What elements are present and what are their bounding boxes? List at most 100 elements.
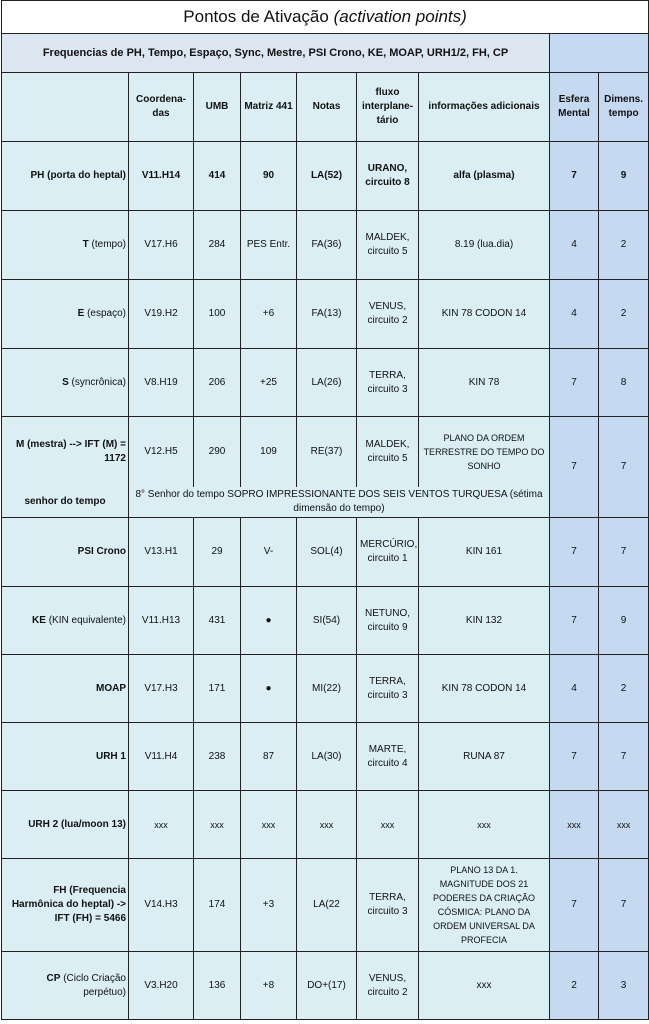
cell-dim: 2 [597, 279, 649, 349]
column-header: Matriz 441 [240, 72, 297, 142]
cell-matriz: 109 [240, 416, 297, 487]
cell-umb: 29 [193, 517, 241, 587]
cell-coord: xxx [128, 790, 194, 859]
cell-fluxo: MALDEK, circuito 5 [356, 416, 419, 487]
cell-dim: 7 [597, 517, 649, 587]
table-row: FH (Frequencia Harmônica do heptal) -> I… [1, 858, 649, 952]
table-row: T (tempo) V17.H6 284 PES Entr. FA(36) MALDEK,… [1, 210, 649, 280]
cell-esfera: 4 [549, 654, 599, 723]
cell-matriz: 90 [240, 141, 297, 211]
cell-coord: V17.H3 [128, 654, 194, 723]
column-header: UMB [193, 72, 241, 142]
cell-info: 8.19 (lua.dia) [418, 210, 550, 280]
cell-notas: FA(13) [296, 279, 357, 349]
cell-matriz: xxx [240, 790, 297, 859]
senhor-label: senhor do tempo [1, 486, 129, 518]
cell-matriz: V- [240, 517, 297, 587]
table-row: S (syncrônica) V8.H19 206 +25 LA(26) TERRA, c… [1, 348, 649, 417]
cell-umb: 414 [193, 141, 241, 211]
row-label: M (mestra) --> IFT (M) = 1172 [1, 416, 129, 487]
cell-fluxo: VENUS, circuito 2 [356, 279, 419, 349]
cell-fluxo: xxx [356, 790, 419, 859]
cell-notas: RE(37) [296, 416, 357, 487]
cell-coord: V13.H1 [128, 517, 194, 587]
cell-umb: 238 [193, 722, 241, 791]
cell-umb: 136 [193, 951, 241, 1020]
cell-coord: V19.H2 [128, 279, 194, 349]
cell-dim: 8 [597, 348, 649, 417]
table-row: PH (porta do heptal) V11.H14 414 90 LA(52) UR… [1, 141, 649, 211]
row-label: FH (Frequencia Harmônica do heptal) -> I… [1, 858, 129, 952]
cell-notas: FA(36) [296, 210, 357, 280]
column-header: informações adicionais [418, 72, 550, 142]
cell-notas: xxx [296, 790, 357, 859]
cell-notas: DO+(17) [296, 951, 357, 1020]
cell-coord: V3.H20 [128, 951, 194, 1020]
table-row: KE (KIN equivalente) V11.H13 431 ● SI(54) NET… [1, 586, 649, 655]
cell-esfera: 7 [549, 348, 599, 417]
cell-coord: V17.H6 [128, 210, 194, 280]
cell-matriz: +6 [240, 279, 297, 349]
cell-umb: 206 [193, 348, 241, 417]
cell-esfera: 7 [549, 858, 599, 952]
cell-info: KIN 78 CODON 14 [418, 654, 550, 723]
cell-fluxo: TERRA, circuito 3 [356, 858, 419, 952]
cell-dim: xxx [597, 790, 649, 859]
cell-fluxo: MARTE, circuito 4 [356, 722, 419, 791]
cell-fluxo: VENUS, circuito 2 [356, 951, 419, 1020]
cell-fluxo: TERRA, circuito 3 [356, 348, 419, 417]
cell-info: PLANO 13 DA 1. MAGNITUDE DOS 21 PODERES … [418, 858, 550, 952]
cell-info: xxx [418, 951, 550, 1020]
cell-esfera: 7 [549, 722, 599, 791]
cell-info: xxx [418, 790, 550, 859]
row-label: KE (KIN equivalente) [1, 586, 129, 655]
cell-info: KIN 78 CODON 14 [418, 279, 550, 349]
cell-info: KIN 78 [418, 348, 550, 417]
cell-matriz: ● [240, 586, 297, 655]
cell-umb: xxx [193, 790, 241, 859]
cell-dim: 2 [597, 210, 649, 280]
cell-esfera: xxx [549, 790, 599, 859]
cell-coord: V11.H14 [128, 141, 194, 211]
table-row: CP (Ciclo Criação perpétuo) V3.H20 136 +8 DO… [1, 951, 649, 1020]
table-title: Pontos de Ativação (activation points) [0, 0, 649, 34]
cell-matriz: +25 [240, 348, 297, 417]
cell-coord: V14.H3 [128, 858, 194, 952]
cell-matriz: ● [240, 654, 297, 723]
column-header: Notas [296, 72, 357, 142]
cell-umb: 284 [193, 210, 241, 280]
cell-esfera: 7 [549, 141, 599, 211]
cell-esfera: 7 [549, 517, 599, 587]
cell-notas: LA(22 [296, 858, 357, 952]
column-header: Esfera Mental [549, 72, 599, 142]
cell-fluxo: MALDEK, circuito 5 [356, 210, 419, 280]
table-row: PSI Crono V13.H1 29 V- SOL(4) MERCÚRIO, circu… [1, 517, 649, 587]
row-label: PSI Crono [1, 517, 129, 587]
cell-coord: V12.H5 [128, 416, 194, 487]
cell-dim: 9 [597, 141, 649, 211]
column-header [1, 72, 129, 142]
cell-info: RUNA 87 [418, 722, 550, 791]
row-label: URH 1 [1, 722, 129, 791]
cell-notas: SI(54) [296, 586, 357, 655]
cell-notas: MI(22) [296, 654, 357, 723]
cell-fluxo: TERRA, circuito 3 [356, 654, 419, 723]
row-label: URH 2 (lua/moon 13) [1, 790, 129, 859]
cell-matriz: +3 [240, 858, 297, 952]
cell-umb: 290 [193, 416, 241, 487]
cell-esfera: 4 [549, 279, 599, 349]
column-header: Coordena-das [128, 72, 194, 142]
cell-matriz: +8 [240, 951, 297, 1020]
column-header: Dimens. tempo [597, 72, 649, 142]
cell-coord: V11.H4 [128, 722, 194, 791]
cell-esfera: 2 [549, 951, 599, 1020]
cell-umb: 171 [193, 654, 241, 723]
senhor-text: 8° Senhor do tempo SOPRO IMPRESSIONANTE … [128, 486, 550, 518]
cell-info: PLANO DA ORDEM TERRESTRE DO TEMPO DO SON… [418, 416, 550, 487]
cell-fluxo: URANO, circuito 8 [356, 141, 419, 211]
cell-dim: 9 [597, 586, 649, 655]
cell-fluxo: NETUNO, circuito 9 [356, 586, 419, 655]
row-label: S (syncrônica) [1, 348, 129, 417]
cell-notas: LA(52) [296, 141, 357, 211]
